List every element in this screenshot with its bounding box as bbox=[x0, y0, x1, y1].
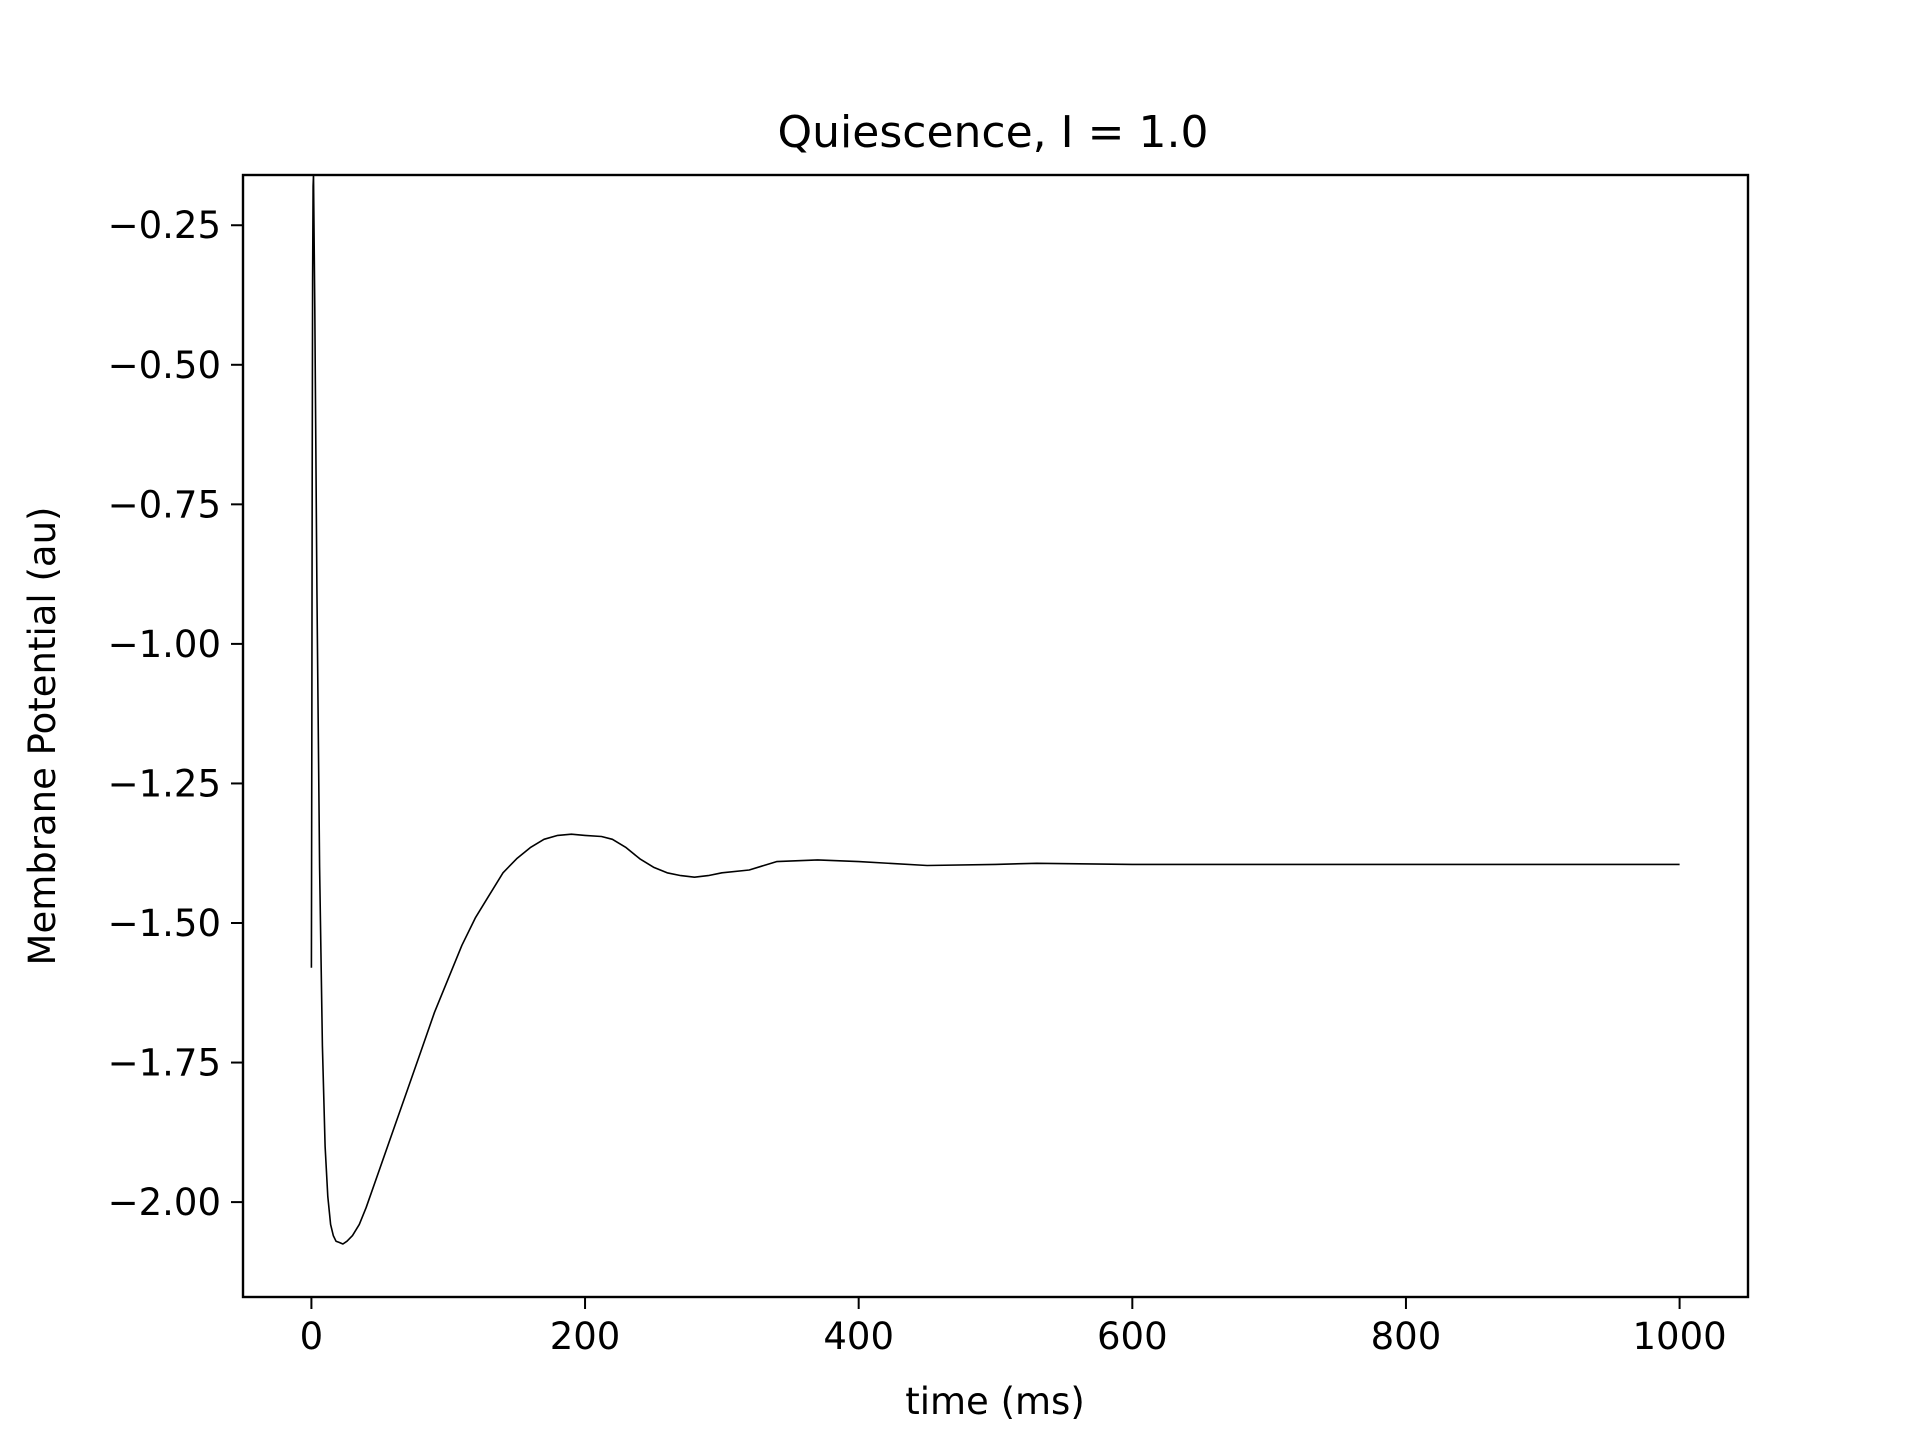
x-tick-label: 800 bbox=[1371, 1315, 1442, 1358]
x-axis-label: time (ms) bbox=[905, 1380, 1085, 1423]
chart-title: Quiescence, I = 1.0 bbox=[778, 107, 1209, 158]
x-tick-label: 1000 bbox=[1633, 1315, 1727, 1358]
x-tick-label: 200 bbox=[550, 1315, 621, 1358]
y-axis: −0.25 −0.50 −0.75 −1.00 −1.25 −1.50 −1.75 −2.00 bbox=[108, 204, 243, 1224]
y-tick-label: −1.75 bbox=[108, 1042, 221, 1085]
series-line bbox=[310, 174, 1680, 1245]
y-tick-label: −0.75 bbox=[108, 483, 221, 526]
axes-frame bbox=[241, 173, 1750, 1299]
x-axis: 0 200 400 600 800 1000 bbox=[300, 1297, 1727, 1358]
y-tick-label: −0.25 bbox=[108, 204, 221, 247]
y-tick-label: −1.25 bbox=[108, 762, 221, 805]
plot-area bbox=[241, 173, 1750, 1299]
y-tick-label: −1.50 bbox=[108, 902, 221, 945]
y-tick-label: −0.50 bbox=[108, 344, 221, 387]
x-tick-label: 0 bbox=[300, 1315, 324, 1358]
y-tick-label: −2.00 bbox=[108, 1181, 221, 1224]
y-axis-label: Membrane Potential (au) bbox=[21, 507, 64, 966]
x-tick-label: 600 bbox=[1097, 1315, 1168, 1358]
x-tick-label: 400 bbox=[823, 1315, 894, 1358]
y-tick-label: −1.00 bbox=[108, 623, 221, 666]
